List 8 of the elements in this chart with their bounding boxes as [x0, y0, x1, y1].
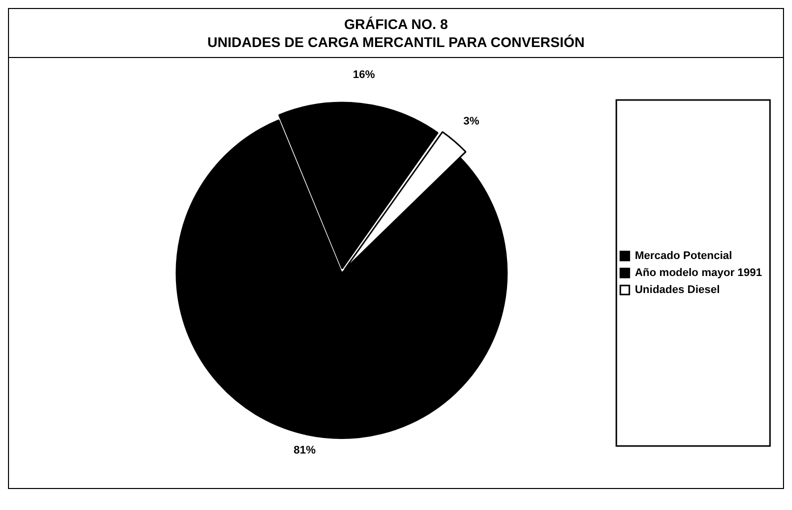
data-label: 3% [463, 116, 480, 128]
chart-subtitle: UNIDADES DE CARGA MERCANTIL PARA CONVERSIÓN [206, 33, 586, 51]
legend-label: Unidades Diesel [634, 284, 720, 296]
legend-label: Mercado Potencial [634, 250, 732, 262]
data-label: 16% [352, 69, 376, 82]
legend-label: Año modelo mayor 1991 [634, 267, 762, 280]
data-label: 81% [294, 444, 316, 456]
chart-title: GRÁFICA NO. 8 [343, 15, 449, 33]
